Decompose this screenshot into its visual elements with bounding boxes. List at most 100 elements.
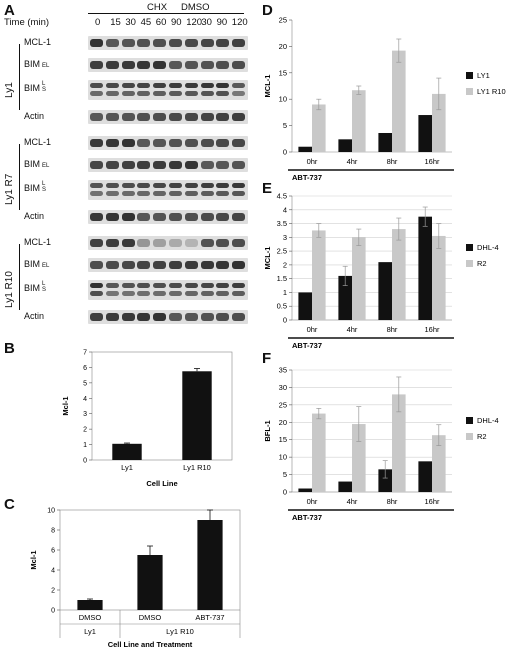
bar [352,237,366,320]
blot-band [121,283,135,288]
y-axis-label: MCL-1 [263,247,272,270]
blot-band [216,139,230,147]
blot-band [105,83,119,88]
blot-band [216,183,230,188]
blot-band [90,183,103,188]
y-tick-label: 20 [279,418,287,427]
y-tick-label: 15 [279,68,287,77]
blot-section-bracket [19,244,20,310]
x-tick-label: 8hr [387,157,398,166]
bar [378,132,392,152]
time-point-label: 45 [140,17,152,28]
blot-row-label: MCL-1 [24,137,52,147]
blot-strip [88,258,248,272]
blot-band [184,213,198,221]
y-tick-label: 10 [279,95,287,104]
blot-strip [88,136,248,150]
x-tick-label: 0hr [307,497,318,506]
blot-band [121,139,135,147]
blot-band [184,291,198,296]
panel-label-e: E [262,180,273,197]
blot-band [232,113,246,121]
blot-band [90,291,103,296]
y-axis-label: Mcl-1 [29,550,38,569]
blot-band [121,291,135,296]
blot-band [90,239,103,247]
y-tick-label: 5 [83,380,87,387]
blot-band [153,139,167,147]
y-tick-label: 30 [279,383,287,392]
blot-band [90,283,103,288]
blot-row-label: BIM EL [24,159,50,169]
blot-band [105,183,119,188]
blot-section-label: Ly1 R7 [4,173,15,205]
blot-band [105,239,119,247]
blot-band [184,283,198,288]
blot-band [90,313,103,321]
blot-row-label: Actin [24,211,45,221]
blot-band [216,261,230,269]
time-point-label: 90 [216,17,228,28]
x-tick-label: 4hr [347,497,358,506]
x-axis-label: ABT-737 [292,341,322,350]
blot-band [121,83,135,88]
blot-band [200,83,214,88]
y-tick-label: 3 [283,233,287,242]
x-tick-label: 0hr [307,157,318,166]
blot-row-label: MCL-1 [24,237,52,247]
time-point-label: 120 [231,17,248,28]
chx-group-label: CHX [147,2,168,13]
blot-band [200,139,214,147]
blot-band [121,91,135,96]
blot-band [184,83,198,88]
blot-row-label: Actin [24,111,45,121]
blot-strip [88,310,248,324]
blot-band [105,113,119,121]
y-tick-label: 25 [279,16,287,25]
blot-band [121,239,135,247]
time-point-label: 30 [201,17,212,28]
x-tick-label: 8hr [387,497,398,506]
blot-band [90,191,103,196]
blot-band [232,183,246,188]
blot-band [169,83,182,88]
bar [392,394,406,492]
legend-swatch [466,244,473,251]
y-axis-label: BFL-1 [263,420,272,441]
y-tick-label: 0 [283,148,287,157]
bar [298,488,312,492]
blot-band [137,61,151,69]
y-axis-label: Mcl-1 [61,396,70,415]
blot-section-bracket [19,144,20,210]
blot-band [153,239,167,247]
blot-band [105,39,119,47]
bar [378,469,392,492]
legend-label: DHL-4 [477,416,499,425]
blot-band [105,261,119,269]
blot-band [169,283,182,288]
y-tick-label: 1 [83,442,87,449]
blot-band [90,161,103,169]
chart-c: 0 2 4 6 8 10 DMSO DMSO ABT-737 Ly1 Ly1 R10 Cell Lin… [29,508,241,649]
blot-band [216,213,230,221]
blot-band [216,61,230,69]
x-tick-label: 16hr [424,325,440,334]
blot-band [90,139,103,147]
blot-strip [88,110,248,124]
blot-band [105,283,119,288]
blot-band [137,191,151,196]
y-tick-label: 2 [83,427,87,434]
panel-label-a: A [4,2,15,19]
blot-band [200,113,214,121]
blot-band [200,313,214,321]
blot-band [153,283,167,288]
y-tick-label: 4.5 [277,192,287,201]
bar [418,216,432,320]
blot-band [216,83,230,88]
blot-band [137,83,151,88]
y-tick-label: 2 [283,260,287,269]
blot-band [121,261,135,269]
blot-band [169,191,182,196]
blot-band [153,191,167,196]
y-tick-label: 15 [279,435,287,444]
